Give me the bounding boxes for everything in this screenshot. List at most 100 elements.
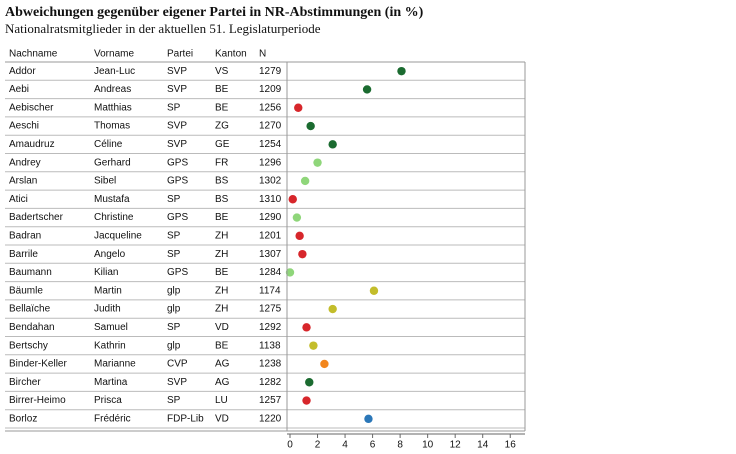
table-cell: SP	[167, 249, 181, 260]
dot	[298, 249, 307, 259]
table-cell: Jacqueline	[94, 230, 142, 241]
x-tick-label: 16	[505, 440, 517, 451]
dot	[364, 414, 373, 424]
table-cell: Badertscher	[9, 212, 64, 223]
table-cell: Bäumle	[9, 285, 43, 296]
column-header: N	[259, 49, 266, 60]
table-cell: Birrer-Heimo	[9, 395, 66, 406]
column-header: Kanton	[215, 49, 247, 60]
table-cell: Sibel	[94, 176, 116, 187]
table-cell: AG	[215, 377, 230, 388]
table-cell: Arslan	[9, 176, 37, 187]
table-cell: 1284	[259, 267, 282, 278]
table-cell: Amaudruz	[9, 139, 55, 150]
table-cell: Andreas	[94, 84, 131, 95]
dot	[294, 103, 303, 112]
column-header: Partei	[167, 49, 193, 60]
table-cell: 1310	[259, 194, 282, 205]
table-cell: Prisca	[94, 395, 122, 406]
table-cell: glp	[167, 304, 181, 315]
table-cell: 1302	[259, 176, 282, 187]
table-cell: Gerhard	[94, 157, 131, 168]
dot	[309, 341, 318, 350]
dot	[306, 121, 315, 131]
table-cell: Addor	[9, 66, 36, 77]
table-cell: 1290	[259, 212, 282, 223]
dot	[292, 213, 302, 222]
table-cell: Frédéric	[94, 413, 131, 424]
dot	[305, 378, 314, 387]
table-cell: 1257	[259, 395, 282, 406]
table-cell: GPS	[167, 212, 188, 223]
table-cell: Kathrin	[94, 340, 126, 351]
table-cell: 1138	[259, 340, 281, 351]
table-cell: FDP-Lib	[167, 413, 204, 424]
table-cell: VD	[215, 413, 229, 424]
x-tick-label: 2	[315, 440, 321, 451]
x-tick-label: 8	[397, 440, 403, 451]
table-cell: ZH	[215, 230, 228, 241]
table-cell: Bellaïche	[9, 304, 51, 315]
table-cell: VD	[215, 322, 229, 333]
x-tick-label: 6	[370, 440, 376, 451]
table-cell: Matthias	[94, 102, 132, 113]
table-cell: Mustafa	[94, 194, 130, 205]
table-cell: Bertschy	[9, 340, 48, 351]
table-cell: 1279	[259, 66, 282, 77]
table-cell: Martin	[94, 285, 122, 296]
dot	[313, 158, 322, 167]
table-cell: Kilian	[94, 267, 118, 278]
dot	[288, 195, 297, 204]
table-cell: 1292	[259, 322, 282, 333]
table-cell: SVP	[167, 139, 187, 150]
table-cell: GPS	[167, 157, 188, 168]
table-cell: Christine	[94, 212, 134, 223]
table-cell: SP	[167, 395, 181, 406]
x-tick-label: 12	[450, 440, 462, 451]
table-cell: glp	[167, 285, 181, 296]
x-tick-label: 0	[287, 440, 293, 451]
table-cell: BE	[215, 84, 229, 95]
table-cell: Jean-Luc	[94, 66, 135, 77]
dot	[362, 85, 372, 94]
x-tick-label: 10	[422, 440, 434, 451]
table-cell: LU	[215, 395, 228, 406]
table-cell: Binder-Keller	[9, 359, 67, 370]
table-cell: SVP	[167, 377, 187, 388]
table-cell: 1275	[259, 304, 282, 315]
table-cell: 1270	[259, 121, 282, 132]
table-cell: Angelo	[94, 249, 126, 260]
table-cell: BE	[215, 212, 229, 223]
table-cell: 1307	[259, 249, 282, 260]
table-cell: ZG	[215, 121, 229, 132]
table-cell: Céline	[94, 139, 123, 150]
table-cell: SP	[167, 194, 181, 205]
table-cell: Barrile	[9, 249, 38, 260]
chart-subtitle: Nationalratsmitglieder in der aktuellen …	[5, 21, 321, 36]
table-cell: 1174	[259, 285, 281, 296]
table-cell: ZH	[215, 285, 228, 296]
dot	[328, 304, 337, 314]
dot	[302, 323, 311, 332]
table-cell: ZH	[215, 304, 228, 315]
table-cell: AG	[215, 359, 230, 370]
table-cell: 1238	[259, 359, 282, 370]
table-cell: 1296	[259, 157, 282, 168]
table-cell: 1220	[259, 413, 282, 424]
table-cell: CVP	[167, 359, 188, 370]
table-cell: BE	[215, 267, 229, 278]
column-header: Vorname	[94, 49, 134, 60]
table-cell: Baumann	[9, 267, 52, 278]
table-cell: Marianne	[94, 359, 136, 370]
table-cell: 1282	[259, 377, 282, 388]
x-tick-label: 14	[477, 440, 489, 451]
table-cell: ZH	[215, 249, 228, 260]
table-cell: Borloz	[9, 413, 37, 424]
table-cell: 1256	[259, 102, 282, 113]
table-cell: 1201	[259, 230, 282, 241]
table-cell: BS	[215, 194, 229, 205]
dot	[369, 286, 379, 295]
table-cell: Badran	[9, 230, 41, 241]
table-cell: GE	[215, 139, 230, 150]
